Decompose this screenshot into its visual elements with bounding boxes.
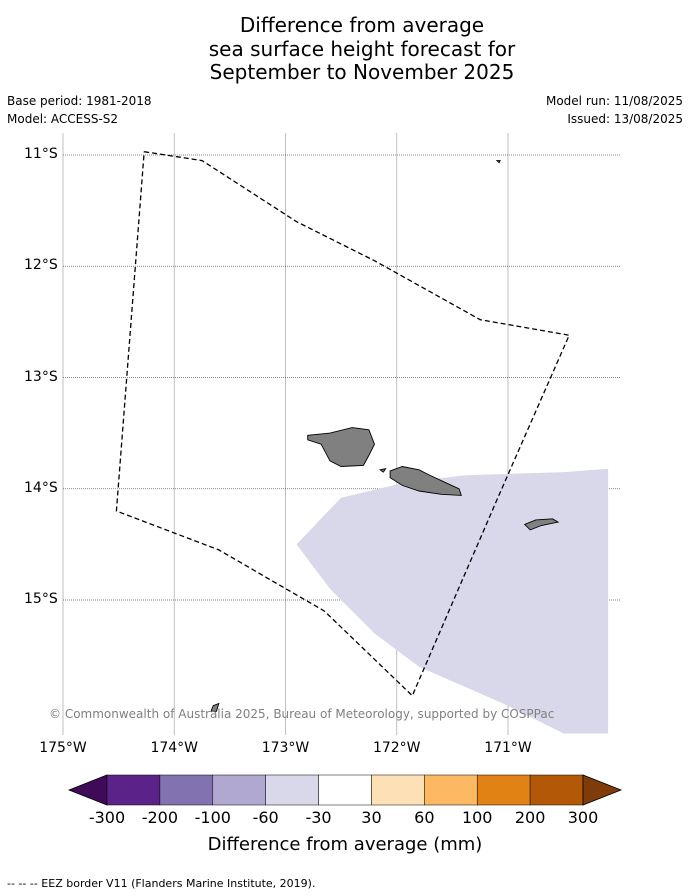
latitude-label: 11°S (24, 146, 58, 162)
colorbar-segment (371, 774, 425, 806)
colorbar-segment (476, 774, 531, 806)
model-text: Model: ACCESS-S2 (7, 112, 119, 126)
colorbar-tick-label: -100 (194, 808, 231, 827)
island-savaii (307, 427, 375, 467)
colorbar-segment (529, 774, 584, 806)
colorbar-segment (159, 774, 214, 806)
island-tutuila (523, 518, 560, 531)
colorbar-tick-label: -200 (141, 808, 179, 827)
colorbar-tick-label: -30 (305, 808, 332, 827)
latitude-label: 15°S (24, 591, 58, 607)
eez-footnote: -- -- -- EEZ border V11 (Flanders Marine… (7, 877, 316, 890)
colorbar (67, 774, 623, 806)
base-period-text: Base period: 1981-2018 (7, 94, 152, 108)
colorbar-segment (318, 774, 372, 806)
longitude-label: 175°W (39, 740, 87, 756)
title-line-1: Difference from average (239, 13, 485, 37)
colorbar-tick-label: 100 (461, 808, 493, 827)
colorbar-segment (106, 774, 161, 806)
colorbar-tick-label: -300 (88, 808, 126, 827)
longitude-label: 174°W (150, 740, 199, 756)
colorbar-tick-label: 200 (514, 808, 546, 827)
copyright-text: © Commonwealth of Australia 2025, Bureau… (49, 707, 555, 721)
colorbar-segment (424, 774, 478, 806)
colorbar-segment (265, 774, 319, 806)
latitude-label: 12°S (24, 257, 58, 274)
land-layer (210, 160, 560, 712)
colorbar-tick-label: 60 (414, 808, 435, 827)
issued-text: Issued: 13/08/2025 (567, 112, 683, 126)
eez-border (115, 151, 571, 697)
eez-border-layer (115, 151, 571, 697)
island-niuafoou (210, 702, 220, 712)
island-swains (495, 160, 501, 164)
colorbar-tick-label: 30 (361, 808, 382, 827)
colorbar-segment (212, 774, 266, 806)
longitude-label: 172°W (372, 740, 421, 756)
latitude-label: 13°S (24, 368, 58, 385)
anomaly-region (296, 468, 609, 734)
colorbar-extend-high (582, 774, 623, 806)
colorbar-tick-label: 300 (567, 808, 599, 827)
island-manono (378, 468, 387, 473)
longitude-label: 171°W (484, 740, 532, 756)
map-title: Difference from average sea surface heig… (0, 13, 690, 85)
colorbar-extend-low (67, 774, 108, 806)
latitude-label: 14°S (24, 479, 58, 496)
title-line-3: September to November 2025 (209, 60, 515, 84)
title-line-2: sea surface height forecast for (208, 36, 516, 61)
longitude-label: 173°W (261, 740, 310, 756)
model-run-text: Model run: 11/08/2025 (545, 94, 683, 108)
colorbar-label: Difference from average (mm) (207, 834, 483, 855)
colorbar-tick-label: -60 (252, 808, 279, 827)
anomaly-layer (296, 468, 609, 734)
island-upolu (389, 466, 462, 496)
